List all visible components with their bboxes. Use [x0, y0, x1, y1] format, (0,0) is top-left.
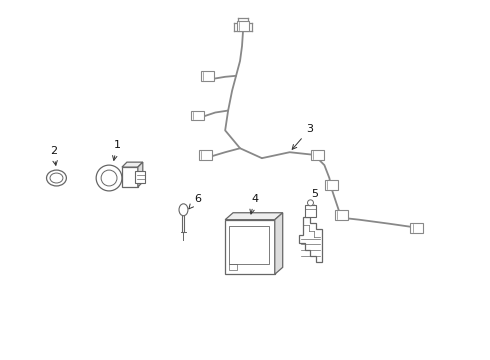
- Polygon shape: [298, 217, 322, 262]
- Bar: [335, 210, 348, 220]
- Text: 5: 5: [310, 189, 318, 209]
- Bar: [410, 223, 423, 233]
- Polygon shape: [225, 213, 283, 220]
- Circle shape: [308, 200, 314, 206]
- Bar: [229, 226, 269, 264]
- Text: 6: 6: [189, 194, 201, 209]
- Polygon shape: [275, 213, 283, 274]
- Bar: [135, 171, 145, 183]
- Text: 3: 3: [292, 124, 313, 149]
- Ellipse shape: [47, 170, 66, 186]
- Circle shape: [96, 165, 122, 191]
- Bar: [199, 150, 212, 160]
- Bar: [201, 71, 214, 81]
- Text: 2: 2: [50, 146, 57, 165]
- Polygon shape: [138, 162, 143, 187]
- Bar: [237, 21, 249, 31]
- Bar: [305, 205, 317, 217]
- Bar: [325, 180, 338, 190]
- Text: 1: 1: [113, 140, 121, 160]
- Bar: [311, 150, 324, 160]
- Bar: [225, 220, 275, 274]
- Bar: [122, 167, 138, 187]
- Ellipse shape: [179, 204, 188, 216]
- Polygon shape: [122, 162, 143, 167]
- Text: 4: 4: [250, 194, 259, 214]
- Bar: [229, 264, 237, 270]
- Bar: [191, 111, 204, 121]
